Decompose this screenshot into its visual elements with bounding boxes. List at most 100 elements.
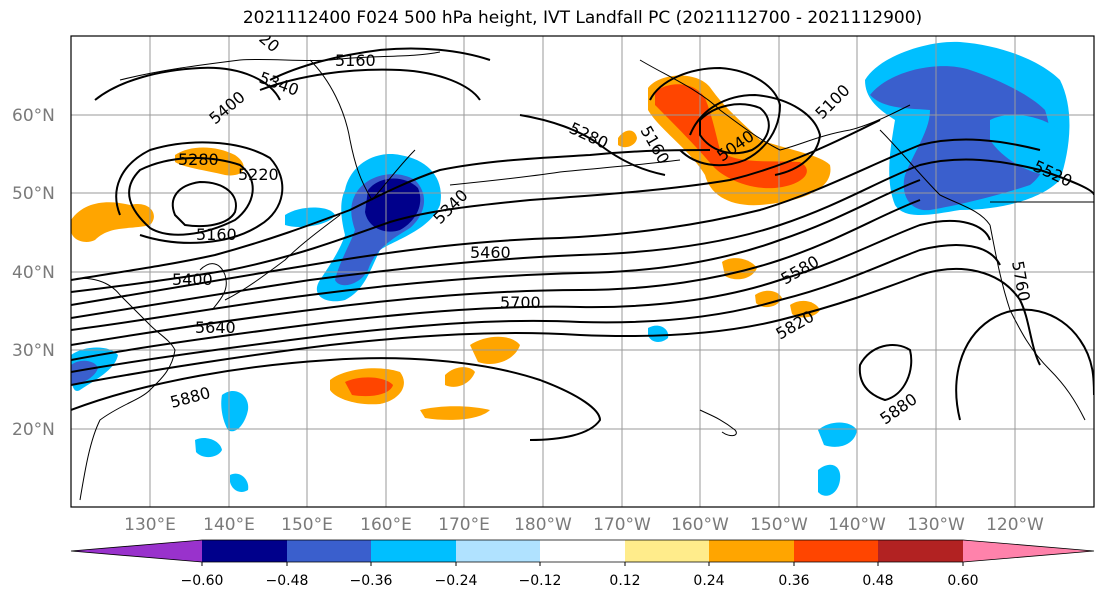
colorbar-cell <box>371 540 456 562</box>
coast-alaska <box>639 59 911 151</box>
contour-5160-loop <box>171 180 237 228</box>
lightblue-blob-wpac5 <box>230 473 249 493</box>
lon-tick-label: 130°E <box>124 515 176 535</box>
colorbar-tick-labels: −0.60 −0.48 −0.36 −0.24 −0.12 0.12 0.24 … <box>181 573 979 589</box>
colorbar-extend-low <box>71 540 202 562</box>
map-border <box>70 35 1095 508</box>
lon-tick-label: 120°W <box>986 515 1044 535</box>
colorbar-cells <box>70 539 1095 563</box>
lightblue-blob-us <box>990 114 1065 175</box>
orange-blob-ep2 <box>755 290 782 308</box>
colorbar-cell <box>709 540 794 562</box>
lightblue-blob-wpac4 <box>195 438 222 458</box>
height-contours <box>71 47 1094 441</box>
orange-blob-subtrop4 <box>420 406 490 420</box>
contour-5160-ak <box>649 66 782 167</box>
contour-5880-left <box>71 357 602 441</box>
contour-label: 5700 <box>500 293 541 312</box>
lat-tick-label: 40°N <box>12 263 55 283</box>
contour-label: 5220 <box>238 165 279 184</box>
contour-5700 <box>71 219 991 361</box>
colorbar-cell <box>540 540 625 562</box>
lon-tick-label: 170°W <box>593 515 651 535</box>
contour-5880-right <box>955 308 1094 421</box>
contour-label: 5280 <box>178 150 219 169</box>
colorbar-cell <box>287 540 371 562</box>
colorbar-cell <box>878 540 963 562</box>
contour-5100 <box>689 93 822 176</box>
lightblue-blob-ep1 <box>648 325 669 342</box>
contour-5640 <box>71 199 921 346</box>
contour-5040 <box>699 103 770 155</box>
lon-tick-label: 140°W <box>828 515 886 535</box>
coast-aleutians <box>449 159 681 186</box>
contour-5580 <box>71 179 921 331</box>
contour-5340-top <box>259 68 481 101</box>
colorbar-cell <box>456 540 540 562</box>
contour-5280-top <box>519 114 666 176</box>
coastlines <box>71 51 1094 501</box>
colorbar-tick-label: −0.24 <box>435 573 478 589</box>
colorbar-cell <box>794 540 878 562</box>
coast-asia <box>71 277 176 501</box>
lat-tick-label: 50°N <box>12 184 55 204</box>
orange-blob-asia <box>71 202 154 242</box>
lightblue-blob-wpac2 <box>285 207 335 227</box>
lon-tick-label: 150°E <box>281 515 333 535</box>
colorbar-cell <box>202 540 287 562</box>
lightblue-blob-wpac3 <box>221 390 249 432</box>
colorbar-tick-label: 0.36 <box>778 573 809 589</box>
colorbar-tick-label: −0.12 <box>519 573 562 589</box>
colorbar-tick-label: −0.48 <box>266 573 309 589</box>
orange-blob-ep3 <box>790 300 820 318</box>
colorbar-cell <box>625 540 709 562</box>
lon-tick-label: 130°W <box>907 515 965 535</box>
contour-5220 <box>115 141 284 244</box>
colorbar-tick-label: −0.60 <box>181 573 224 589</box>
colorbar-ticks <box>201 562 964 566</box>
colorbar-extend-high <box>963 540 1094 562</box>
hawaii <box>699 409 737 437</box>
lat-tick-label: 60°N <box>12 106 55 126</box>
contour-5400 <box>71 119 881 293</box>
lon-tick-label: 170°E <box>438 515 490 535</box>
contour-label: 5640 <box>195 318 236 337</box>
colorbar-tick-label: 0.48 <box>862 573 893 589</box>
orange-blob-japansea <box>175 147 244 176</box>
coast-siberia <box>119 51 441 81</box>
red-blob-alaska <box>655 84 807 189</box>
lightblue-blob-ep3 <box>818 464 841 496</box>
contour-label: 5160 <box>196 225 237 244</box>
contour-5460 <box>71 138 1041 306</box>
coast-kamchatka <box>309 59 416 201</box>
colorbar-tick-label: −0.36 <box>350 573 393 589</box>
contour-label: 5400 <box>172 270 213 289</box>
lon-tick-labels: 130°E 140°E 150°E 160°E 170°E 180°W 170°… <box>124 515 1044 535</box>
chart-title: 2021112400 F024 500 hPa height, IVT Land… <box>242 8 923 28</box>
orange-small-1 <box>618 130 637 148</box>
contour-5880-loop <box>858 344 913 402</box>
lon-tick-label: 180°W <box>514 515 572 535</box>
contour-5520 <box>71 158 1094 319</box>
colorbar-tick-label: 0.24 <box>693 573 724 589</box>
contour-5400-top <box>94 66 281 101</box>
contour-label: 5460 <box>470 243 511 262</box>
blue-blob-pnw <box>870 66 1050 211</box>
contour-label: 5160 <box>335 51 376 70</box>
lat-tick-label: 20°N <box>12 420 55 440</box>
colorbar-tick-label: 0.12 <box>609 573 640 589</box>
lat-tick-label: 30°N <box>12 341 55 361</box>
contour-5280 <box>128 157 254 236</box>
orange-blob-subtrop3 <box>445 367 475 387</box>
colorbar: −0.60 −0.48 −0.36 −0.24 −0.12 0.12 0.24 … <box>70 539 1095 589</box>
red-blob-subtrop1 <box>345 377 393 397</box>
coast-bc <box>879 129 991 226</box>
contour-5820 <box>71 268 1041 386</box>
lon-tick-label: 160°W <box>671 515 729 535</box>
lat-tick-labels: 60°N 50°N 40°N 30°N 20°N <box>12 106 55 440</box>
contour-5760 <box>71 244 1001 373</box>
blue-blob-scs <box>71 360 98 385</box>
contour-5340 <box>71 149 711 281</box>
lon-tick-label: 140°E <box>203 515 255 535</box>
